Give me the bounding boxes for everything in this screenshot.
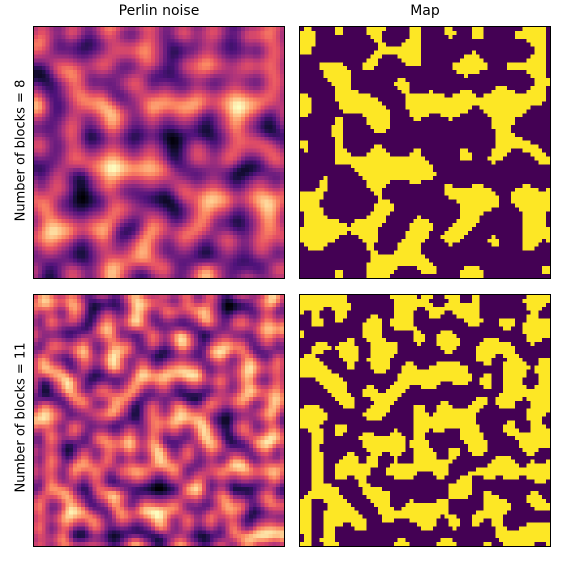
row-label-top: Number of blocks = 8: [13, 79, 29, 222]
map-panel-8: [299, 26, 551, 279]
row-label-bottom: Number of blocks = 11: [13, 342, 29, 493]
column-title-perlin: Perlin noise: [118, 3, 200, 19]
map-panel-11: [299, 294, 551, 547]
perlin-noise-panel-11: [33, 294, 285, 547]
column-title-map: Map: [410, 3, 440, 19]
perlin-noise-panel-8: [33, 26, 285, 279]
map-heatmap-8: [300, 27, 550, 278]
map-heatmap-11: [300, 295, 550, 546]
perlin-noise-heatmap-8: [34, 27, 284, 278]
perlin-noise-heatmap-11: [34, 295, 284, 546]
